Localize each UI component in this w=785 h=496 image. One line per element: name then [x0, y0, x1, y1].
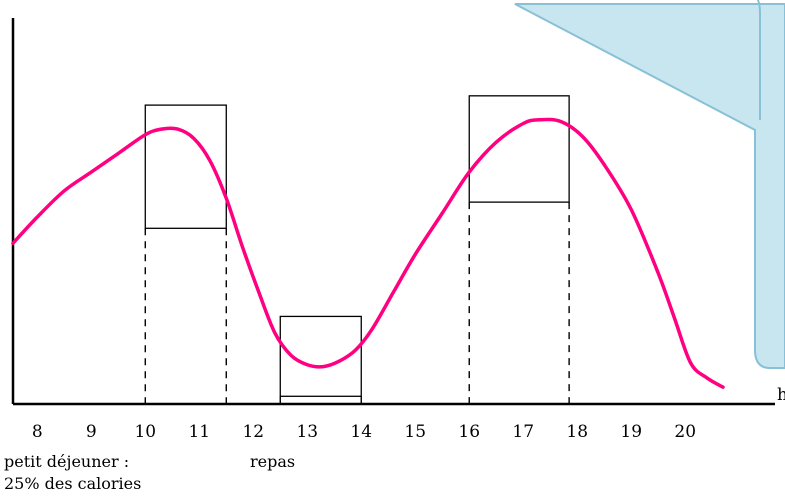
x-tick-label: 16 — [458, 422, 480, 442]
x-tick-label: 20 — [674, 422, 696, 442]
x-tick-label: 14 — [350, 422, 372, 442]
x-tick-label: 17 — [512, 422, 534, 442]
x-tick-label: 10 — [134, 422, 156, 442]
highlight-box — [468, 95, 570, 203]
x-axis-label: h — [777, 385, 785, 405]
highlight-box — [144, 104, 227, 229]
callout-bubble-edge — [756, 0, 761, 120]
x-tick-label: 9 — [86, 422, 97, 442]
breakfast-calories-label: 25% des calories — [4, 474, 142, 493]
x-tick-label: 8 — [32, 422, 43, 442]
x-tick-label: 13 — [296, 422, 318, 442]
x-tick-label: 18 — [566, 422, 588, 442]
x-tick-label: 15 — [404, 422, 426, 442]
highlight-box — [279, 315, 362, 397]
series-line — [11, 117, 725, 389]
callout-bubble — [514, 3, 785, 369]
breakfast-label: petit déjeuner : — [4, 452, 130, 471]
x-tick-label: 19 — [620, 422, 642, 442]
x-tick-label: 11 — [188, 422, 210, 442]
x-tick-label: 12 — [242, 422, 264, 442]
meal-label: repas — [250, 452, 296, 471]
